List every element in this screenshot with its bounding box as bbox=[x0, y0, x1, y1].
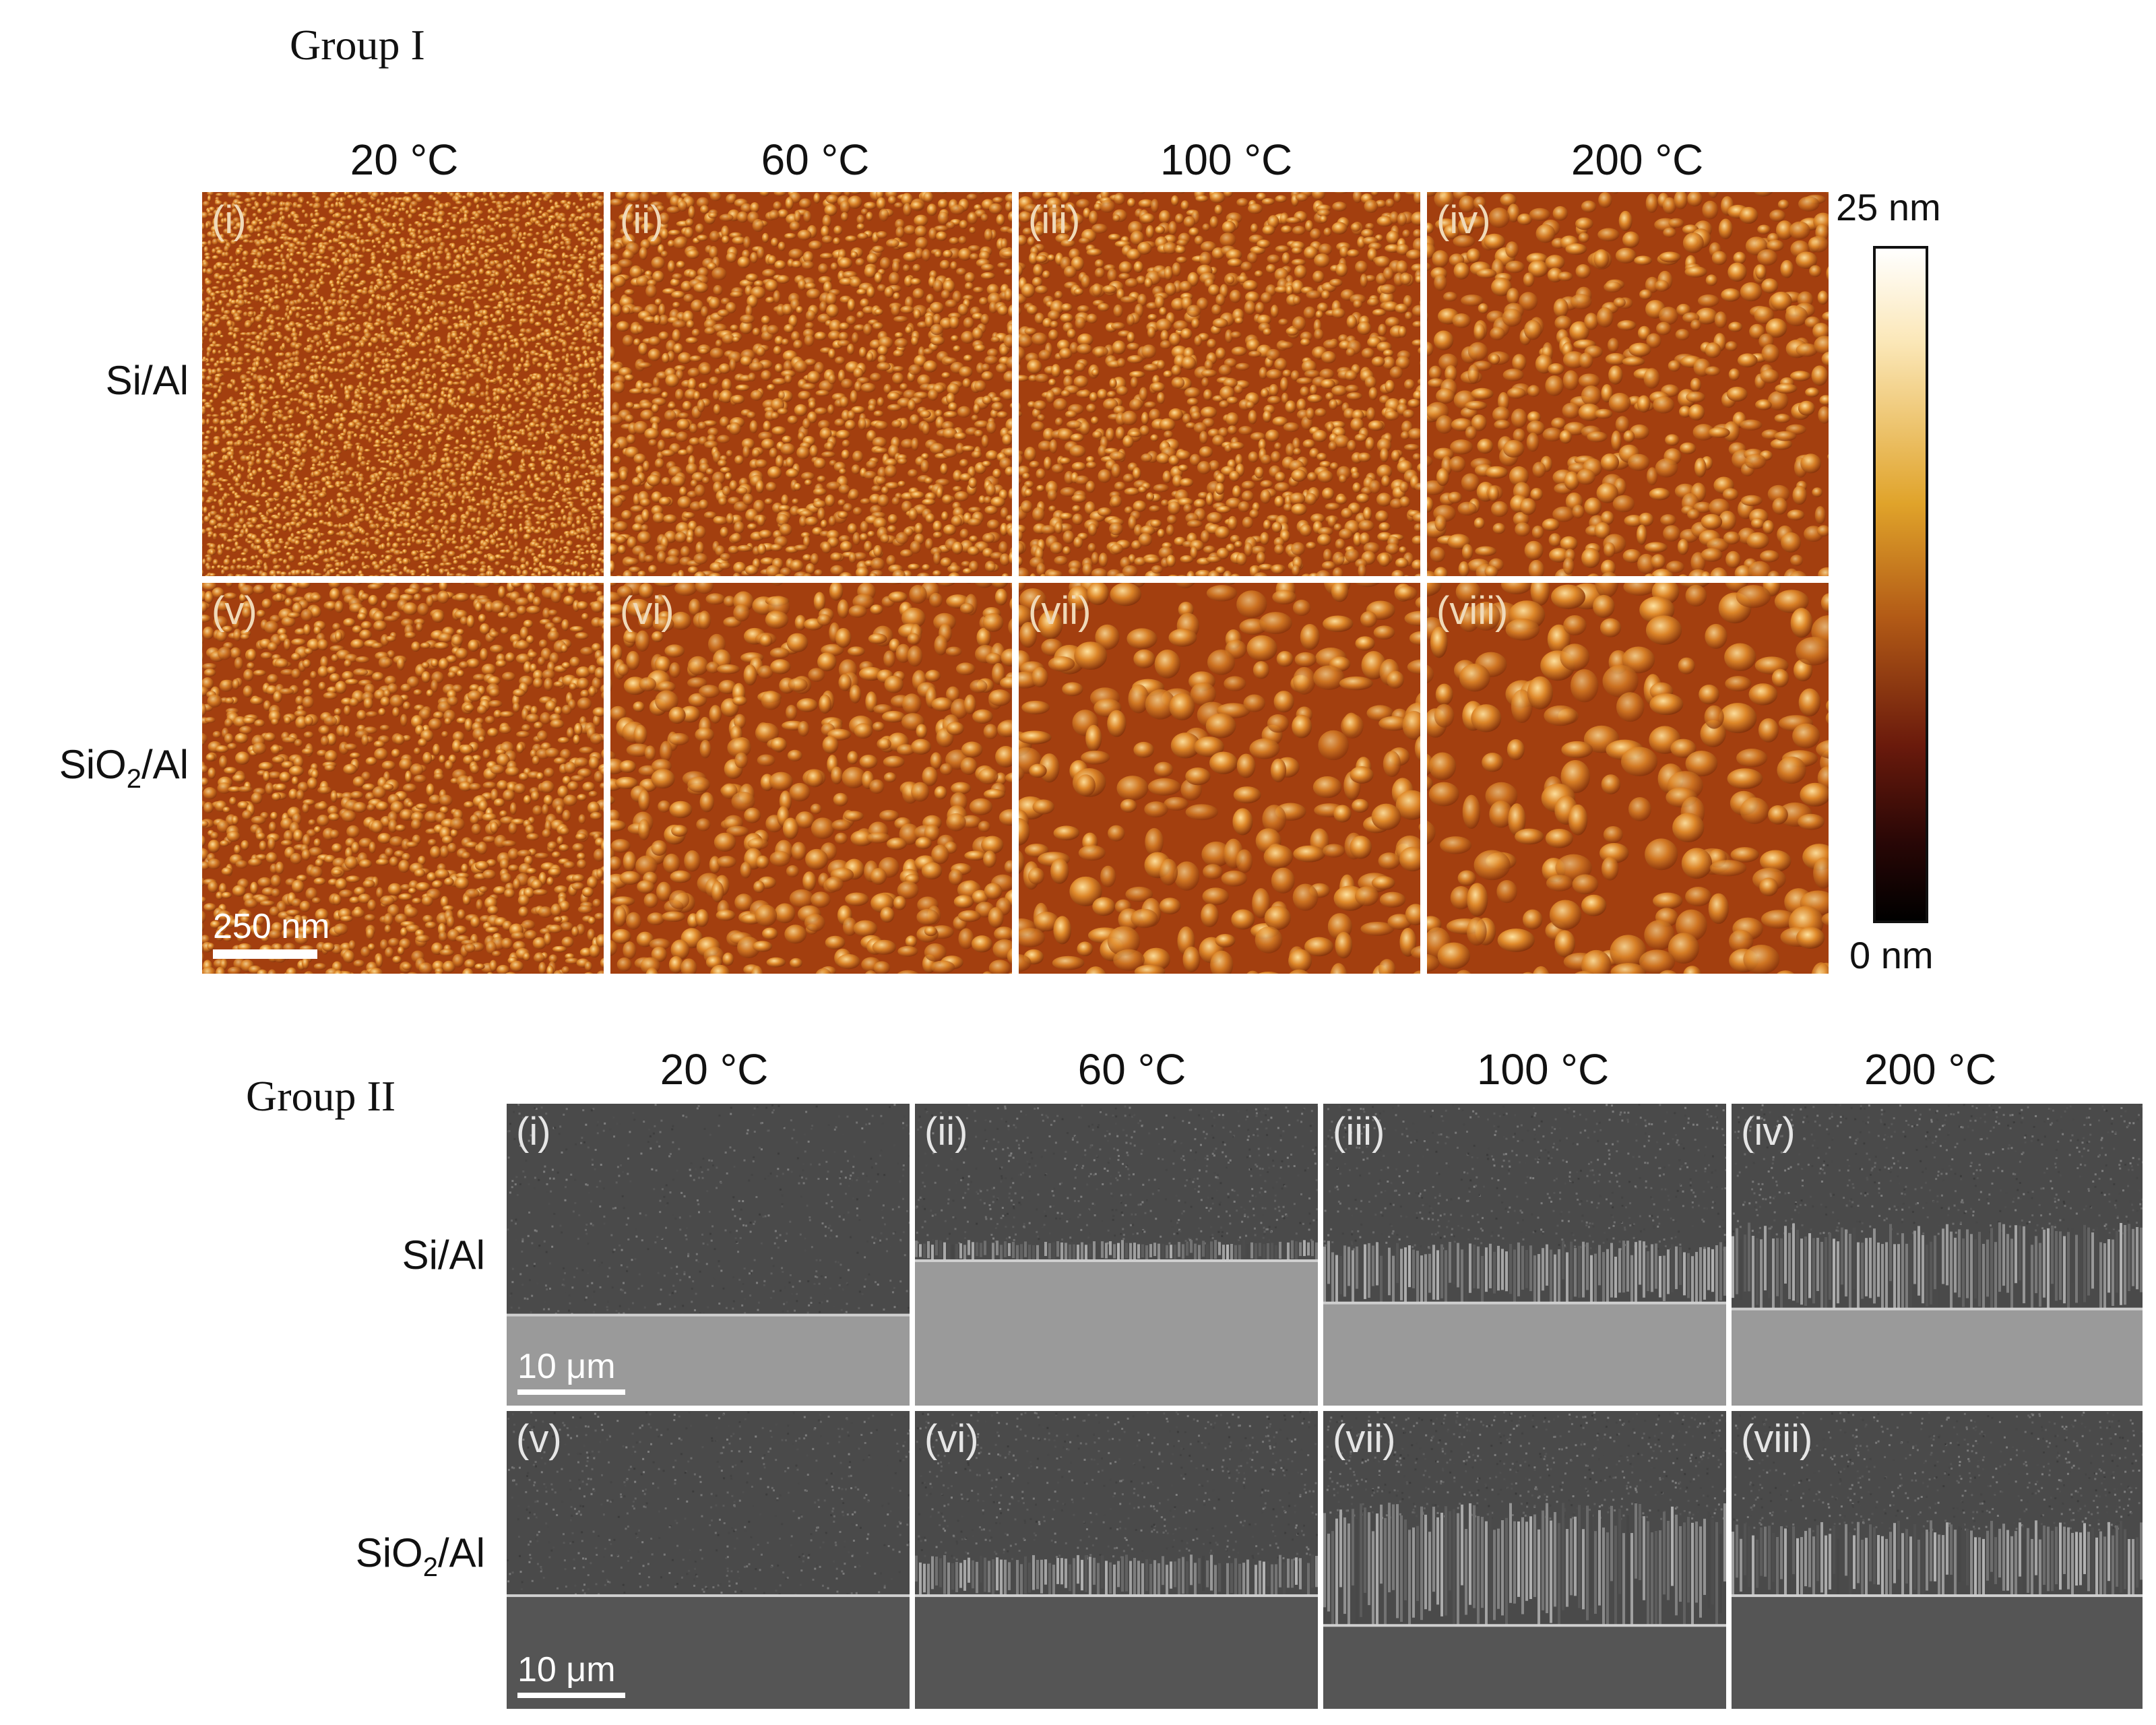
scale-bar-label: 250 nm bbox=[213, 907, 330, 946]
afm-panel-i: (i) bbox=[202, 192, 604, 576]
panel-label: (viii) bbox=[1436, 589, 1509, 633]
group-2-title: Group II bbox=[246, 1072, 396, 1120]
g2-temp-20: 20 °C bbox=[660, 1045, 769, 1094]
panel-label: (i) bbox=[516, 1110, 551, 1154]
panel-label: (v) bbox=[212, 589, 257, 633]
afm-panel-iv: (iv) bbox=[1427, 192, 1829, 576]
panel-label: (vi) bbox=[620, 589, 674, 633]
afm-image bbox=[1019, 583, 1420, 974]
sem-panel-v: (v) 10 μm bbox=[507, 1411, 910, 1709]
scale-bar: 250 nm bbox=[213, 906, 329, 959]
panel-label: (viii) bbox=[1741, 1417, 1813, 1461]
g2-temp-200: 200 °C bbox=[1864, 1045, 1997, 1094]
g2-row-label-si-al: Si/Al bbox=[402, 1232, 485, 1278]
sem-image bbox=[507, 1104, 910, 1406]
g1-row-label-sio2-al: SiO2/Al bbox=[59, 742, 189, 794]
sem-image bbox=[1323, 1411, 1726, 1709]
afm-image bbox=[610, 192, 1012, 576]
scale-bar-label: 10 μm bbox=[517, 1347, 616, 1386]
g1-row-label-si-al: Si/Al bbox=[105, 358, 189, 403]
g1-temp-20: 20 °C bbox=[350, 135, 459, 184]
afm-image bbox=[1019, 192, 1420, 576]
afm-image bbox=[202, 583, 604, 974]
sem-panel-viii: (viii) bbox=[1732, 1411, 2143, 1709]
g1-temp-200: 200 °C bbox=[1571, 135, 1704, 184]
panel-label: (iv) bbox=[1436, 198, 1491, 242]
panel-label: (vii) bbox=[1028, 589, 1091, 633]
g2-temp-60: 60 °C bbox=[1077, 1045, 1186, 1094]
group-1-title: Group I bbox=[290, 21, 425, 69]
colorbar-max-label: 25 nm bbox=[1836, 186, 1941, 228]
scale-bar-line bbox=[517, 1389, 625, 1395]
sem-panel-ii: (ii) bbox=[915, 1104, 1318, 1406]
sem-panel-iv: (iv) bbox=[1732, 1104, 2143, 1406]
afm-image bbox=[202, 192, 604, 576]
scale-bar: 10 μm bbox=[517, 1346, 625, 1395]
afm-panel-iii: (iii) bbox=[1019, 192, 1420, 576]
panel-label: (ii) bbox=[620, 198, 664, 242]
afm-panel-vii: (vii) bbox=[1019, 583, 1420, 974]
panel-label: (iv) bbox=[1741, 1110, 1796, 1154]
afm-image bbox=[610, 583, 1012, 974]
afm-panel-viii: (viii) bbox=[1427, 583, 1829, 974]
panel-label: (iii) bbox=[1333, 1110, 1385, 1154]
sem-image bbox=[1732, 1411, 2143, 1709]
sem-panel-iii: (iii) bbox=[1323, 1104, 1726, 1406]
g1-temp-60: 60 °C bbox=[761, 135, 870, 184]
colorbar-min-label: 0 nm bbox=[1849, 934, 1934, 976]
sem-panel-vi: (vi) bbox=[915, 1411, 1318, 1709]
sem-panel-i: (i) 10 μm bbox=[507, 1104, 910, 1406]
g2-temp-100: 100 °C bbox=[1476, 1045, 1610, 1094]
colorbar bbox=[1873, 246, 1928, 923]
panel-label: (vi) bbox=[924, 1417, 979, 1461]
scale-bar-line bbox=[213, 949, 317, 959]
sem-image bbox=[915, 1411, 1318, 1709]
afm-image bbox=[1427, 192, 1829, 576]
g2-row-label-sio2-al: SiO2/Al bbox=[355, 1530, 485, 1582]
g1-temp-100: 100 °C bbox=[1160, 135, 1293, 184]
scale-bar-label: 10 μm bbox=[517, 1650, 616, 1689]
panel-label: (v) bbox=[516, 1417, 562, 1461]
sem-image bbox=[915, 1104, 1318, 1406]
panel-label: (i) bbox=[212, 198, 247, 242]
afm-panel-vi: (vi) bbox=[610, 583, 1012, 974]
afm-image bbox=[1427, 583, 1829, 974]
panel-label: (iii) bbox=[1028, 198, 1081, 242]
sem-image bbox=[1323, 1104, 1726, 1406]
sem-image bbox=[507, 1411, 910, 1709]
afm-panel-ii: (ii) bbox=[610, 192, 1012, 576]
afm-panel-v: (v) 250 nm bbox=[202, 583, 604, 974]
panel-label: (vii) bbox=[1333, 1417, 1396, 1461]
scale-bar: 10 μm bbox=[517, 1650, 625, 1698]
scale-bar-line bbox=[517, 1693, 625, 1698]
sem-panel-vii: (vii) bbox=[1323, 1411, 1726, 1709]
sem-image bbox=[1732, 1104, 2143, 1406]
panel-label: (ii) bbox=[924, 1110, 968, 1154]
